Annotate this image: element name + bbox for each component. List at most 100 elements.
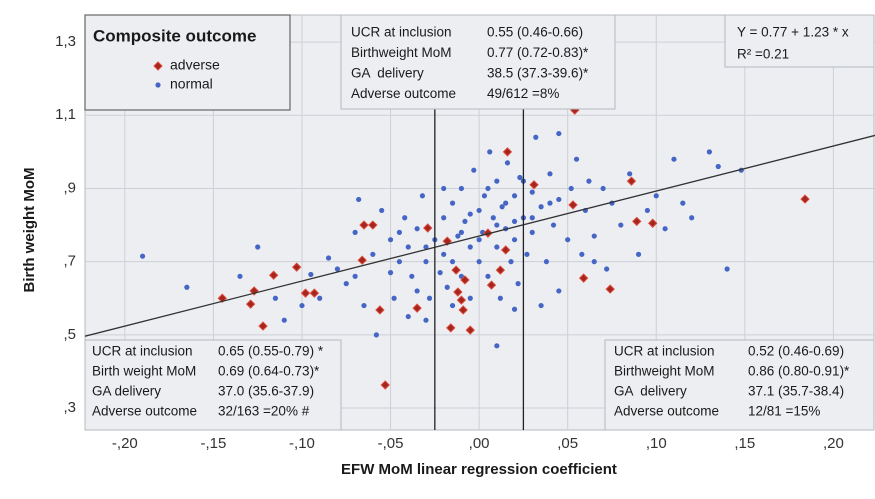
point [485, 273, 491, 279]
point [538, 204, 544, 210]
y-tick-label: ,7 [63, 253, 76, 270]
point [543, 259, 550, 265]
point [446, 323, 456, 333]
point [380, 380, 390, 390]
point [504, 160, 511, 166]
point [515, 281, 521, 287]
point [458, 305, 468, 315]
point [423, 244, 429, 250]
point [653, 193, 659, 199]
annotation-text: 49/612 =8% [487, 86, 559, 101]
point [524, 251, 530, 257]
annotation-text: GA delivery [92, 384, 161, 399]
point [605, 284, 615, 294]
y-tick-label: 1,1 [55, 106, 76, 123]
y-axis-title: Birth weight MoM [21, 168, 38, 293]
point [361, 302, 367, 309]
point [538, 302, 544, 309]
point [343, 281, 349, 287]
point [568, 185, 574, 192]
point [460, 275, 470, 285]
annotation-text: 37.0 (35.6-37.9) [218, 384, 314, 399]
point [291, 262, 302, 272]
annotation-text: 0.77 (0.72-0.83)* [487, 45, 589, 60]
point [368, 220, 378, 230]
point [481, 193, 488, 199]
point [600, 185, 606, 192]
legend-marker [155, 82, 161, 88]
point [647, 218, 658, 228]
point [359, 220, 369, 230]
annotation-box [724, 14, 875, 68]
legend-label: adverse [170, 57, 220, 73]
point [591, 233, 597, 239]
point [471, 167, 477, 173]
point [317, 295, 323, 301]
point [309, 288, 320, 298]
point [139, 253, 146, 259]
point [423, 223, 433, 233]
point [217, 293, 227, 303]
x-tick-label: ,05 [557, 435, 578, 452]
annotation-text: 0.52 (0.46-0.69) [748, 344, 844, 359]
point [550, 222, 557, 228]
x-tick-label: ,20 [823, 435, 844, 452]
x-tick-label: ,00 [469, 435, 490, 452]
point [547, 171, 553, 177]
legend-label: normal [170, 76, 213, 92]
point [456, 295, 467, 305]
point [449, 200, 456, 206]
point [511, 306, 518, 312]
point [405, 313, 411, 320]
x-tick-label: -,15 [200, 435, 226, 452]
point [308, 271, 314, 278]
point [245, 299, 256, 309]
point [499, 204, 505, 210]
point [396, 259, 403, 265]
annotation-text: Birthweight MoM [614, 364, 715, 379]
point [467, 211, 473, 217]
annotation-text: 38.5 (37.3-39.6)* [487, 66, 589, 81]
point [441, 251, 447, 257]
point [800, 194, 810, 204]
point [565, 237, 571, 243]
point [529, 215, 535, 221]
point [487, 149, 493, 155]
point [680, 200, 686, 206]
x-tick-label: -,20 [112, 435, 138, 452]
point [483, 228, 493, 238]
point [423, 259, 429, 265]
point [500, 245, 511, 255]
point [281, 317, 287, 323]
annotation-text: Adverse outcome [92, 404, 197, 419]
point [402, 215, 408, 221]
point [258, 321, 268, 331]
point [449, 302, 456, 309]
annotation-text: Birthweight MoM [351, 45, 452, 60]
y-tick-label: 1,3 [55, 33, 76, 50]
point [591, 259, 597, 265]
point [453, 287, 463, 297]
point [476, 207, 482, 214]
point [268, 270, 279, 280]
annotation-text: Adverse outcome [614, 404, 719, 419]
legend-title: Composite outcome [93, 26, 256, 45]
legend: Composite outcome adverse normal [84, 14, 291, 111]
x-tick-label: -,10 [289, 435, 315, 452]
annotation-box [340, 14, 616, 110]
x-tick-label: ,10 [646, 435, 667, 452]
point [586, 178, 592, 184]
point [441, 185, 447, 192]
point [508, 259, 514, 265]
point [529, 189, 535, 195]
point [357, 255, 367, 265]
point [467, 244, 473, 250]
point [387, 237, 394, 243]
y-tick-label: ,5 [63, 326, 76, 343]
point [334, 266, 341, 272]
point [412, 303, 422, 313]
annotation-text: UCR at inclusion [351, 25, 452, 40]
annotation-boxes: UCR at inclusion 0.55 (0.46-0.66) Birthwei… [84, 14, 875, 431]
point [511, 193, 518, 199]
